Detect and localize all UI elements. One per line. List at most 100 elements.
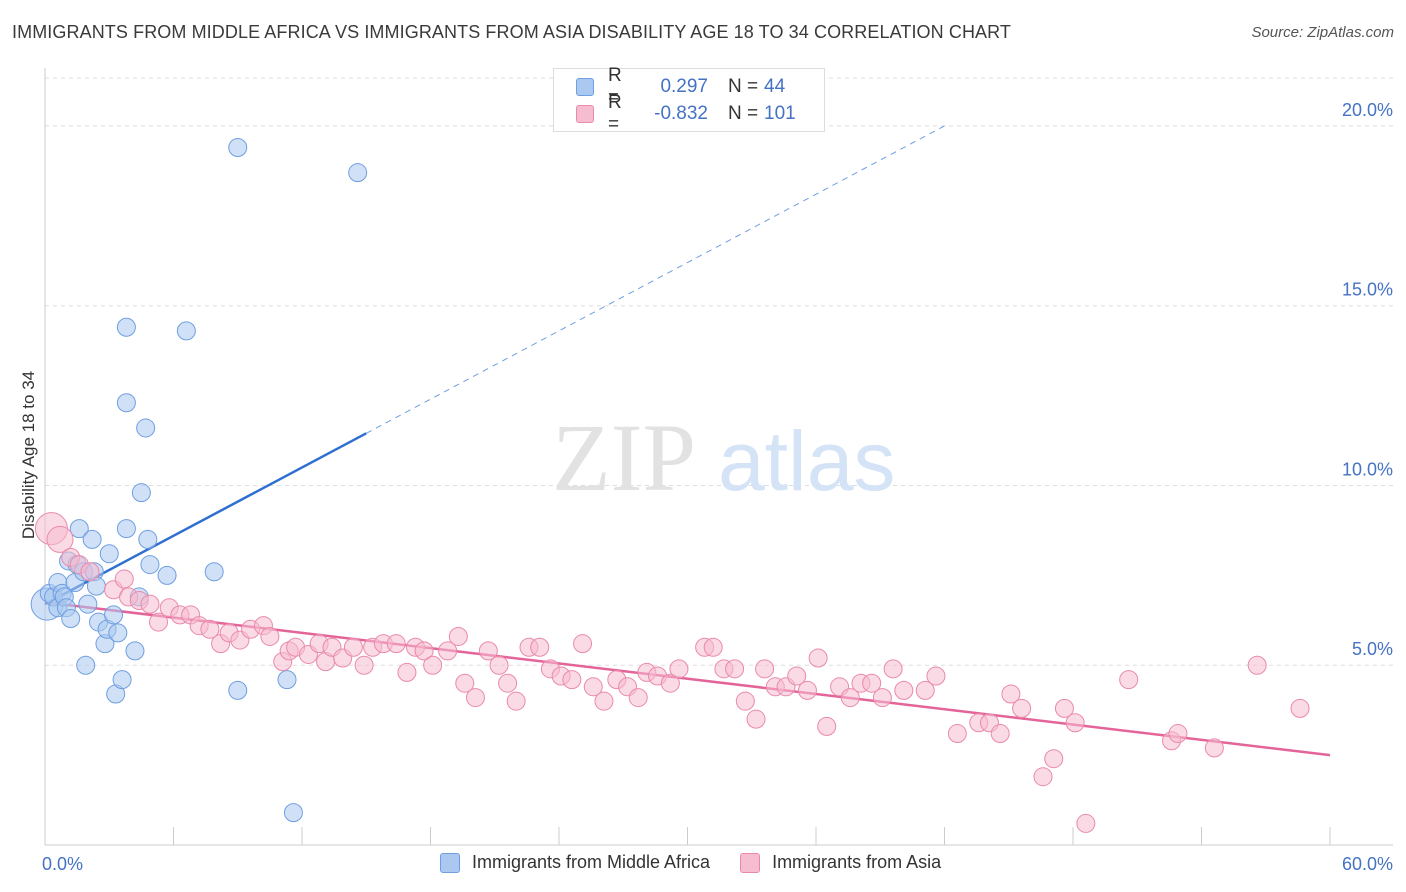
point-asia bbox=[735, 691, 755, 711]
point-middle-africa bbox=[125, 641, 145, 661]
series-label-asia: Immigrants from Asia bbox=[772, 852, 942, 872]
legend-r-value: 0.297 bbox=[660, 76, 708, 97]
series-legend-asia: Immigrants from Asia bbox=[740, 852, 941, 873]
point-asia bbox=[755, 659, 775, 679]
legend-row-middle-africa: R = 0.297 N = 44 bbox=[576, 65, 786, 108]
point-asia bbox=[489, 655, 509, 675]
point-middle-africa bbox=[116, 393, 136, 413]
point-asia bbox=[862, 673, 882, 693]
point-asia bbox=[817, 716, 837, 736]
y-tick-labels: 5.0% 10.0% 15.0% 20.0% bbox=[1342, 100, 1393, 659]
point-middle-africa bbox=[283, 803, 303, 823]
point-middle-africa bbox=[112, 670, 132, 690]
y-tick-label: 20.0% bbox=[1342, 100, 1393, 120]
point-middle-africa bbox=[176, 321, 196, 341]
grid-lines bbox=[45, 77, 1393, 666]
point-asia bbox=[438, 641, 458, 661]
point-asia bbox=[703, 637, 723, 657]
point-middle-africa bbox=[61, 608, 81, 628]
point-middle-africa bbox=[277, 670, 297, 690]
point-middle-africa bbox=[228, 138, 248, 158]
point-asia bbox=[746, 709, 766, 729]
point-asia bbox=[787, 666, 807, 686]
point-asia bbox=[414, 641, 434, 661]
series-swatch-middle-africa bbox=[440, 852, 460, 873]
point-asia bbox=[423, 655, 443, 675]
watermark-atlas: atlas bbox=[718, 414, 895, 508]
point-asia bbox=[947, 724, 967, 744]
point-asia bbox=[343, 637, 363, 657]
point-asia bbox=[628, 688, 648, 708]
point-middle-africa bbox=[136, 418, 156, 438]
point-asia bbox=[797, 680, 817, 700]
point-middle-africa bbox=[116, 317, 136, 337]
point-asia bbox=[725, 659, 745, 679]
point-asia bbox=[114, 569, 134, 589]
point-asia bbox=[1247, 655, 1267, 675]
point-middle-africa bbox=[76, 655, 96, 675]
legend-n-label: N = bbox=[728, 76, 759, 97]
point-middle-africa bbox=[131, 483, 151, 503]
legend-n-value: 101 bbox=[764, 103, 796, 124]
y-tick-label: 5.0% bbox=[1352, 639, 1393, 659]
point-middle-africa bbox=[228, 680, 248, 700]
point-asia bbox=[465, 688, 485, 708]
point-asia bbox=[1054, 698, 1074, 718]
series-swatch-asia bbox=[740, 852, 761, 873]
legend-swatch-middle-africa bbox=[576, 78, 594, 96]
point-asia bbox=[669, 659, 689, 679]
point-asia bbox=[448, 626, 468, 646]
point-asia bbox=[840, 688, 860, 708]
point-asia bbox=[140, 594, 160, 614]
point-asia bbox=[80, 562, 100, 582]
point-asia bbox=[478, 641, 498, 661]
point-middle-africa bbox=[138, 529, 158, 549]
axes bbox=[44, 68, 1393, 846]
y-axis-label: Disability Age 18 to 34 bbox=[19, 371, 38, 539]
data-points bbox=[30, 138, 1310, 833]
point-middle-africa bbox=[157, 565, 177, 585]
legend-r-label: R = bbox=[608, 92, 622, 135]
point-asia bbox=[562, 670, 582, 690]
point-asia bbox=[1119, 670, 1139, 690]
point-asia bbox=[200, 619, 220, 639]
point-asia bbox=[455, 673, 475, 693]
point-asia bbox=[583, 677, 603, 697]
point-asia bbox=[149, 612, 169, 632]
point-asia bbox=[1001, 684, 1021, 704]
watermark-zip: ZIP bbox=[552, 404, 696, 511]
series-legend: Immigrants from Middle Africa Immigrants… bbox=[440, 852, 971, 873]
point-middle-africa bbox=[69, 519, 89, 539]
point-asia bbox=[1290, 698, 1310, 718]
point-asia bbox=[506, 691, 526, 711]
point-middle-africa bbox=[82, 529, 102, 549]
x-tick-min: 0.0% bbox=[42, 854, 83, 874]
point-asia bbox=[872, 688, 892, 708]
legend-swatch-asia bbox=[576, 105, 594, 123]
point-asia bbox=[990, 724, 1010, 744]
point-asia bbox=[46, 525, 74, 553]
legend-n-value: 44 bbox=[764, 76, 786, 97]
point-middle-africa bbox=[108, 623, 128, 643]
point-asia bbox=[894, 680, 914, 700]
legend-r-label: R = bbox=[608, 65, 622, 108]
point-asia bbox=[573, 634, 593, 654]
trend-extension-middle-africa bbox=[366, 125, 945, 434]
point-asia bbox=[498, 673, 518, 693]
point-asia bbox=[915, 680, 935, 700]
y-tick-label: 15.0% bbox=[1342, 280, 1393, 300]
point-asia bbox=[1065, 713, 1085, 733]
point-middle-africa bbox=[116, 519, 136, 539]
point-middle-africa bbox=[140, 555, 160, 575]
x-tick-max: 60.0% bbox=[1342, 854, 1393, 874]
source-label: Source: ZipAtlas.com bbox=[1251, 24, 1394, 41]
point-asia bbox=[1076, 813, 1096, 833]
chart-title: IMMIGRANTS FROM MIDDLE AFRICA VS IMMIGRA… bbox=[12, 22, 1012, 42]
point-asia bbox=[397, 662, 417, 682]
point-asia bbox=[386, 634, 406, 654]
point-asia bbox=[1168, 724, 1188, 744]
point-asia bbox=[1204, 738, 1224, 758]
legend-n-label: N = bbox=[728, 103, 759, 124]
point-asia bbox=[530, 637, 550, 657]
